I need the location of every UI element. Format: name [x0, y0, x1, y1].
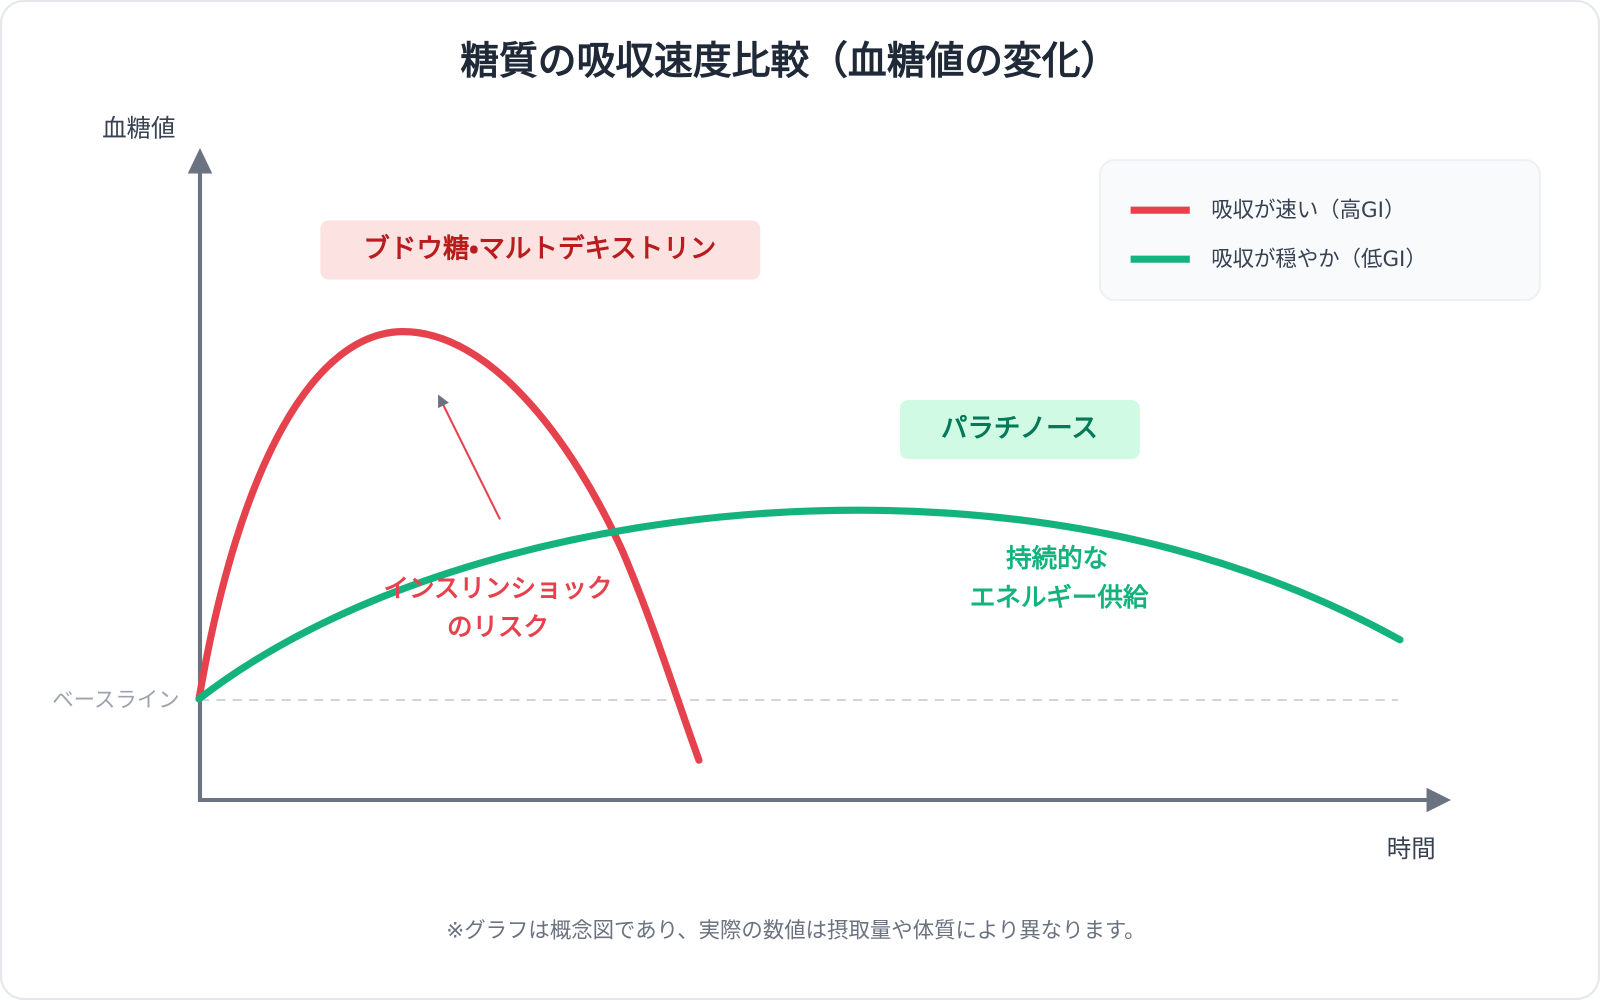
- y-axis-arrow: [187, 147, 213, 174]
- fast-label-box: [320, 220, 761, 280]
- slow-curve: [195, 506, 1404, 703]
- fast-curve: [195, 328, 703, 764]
- slow-label-box: [900, 400, 1140, 460]
- slow-annotation: 持続的な: [1006, 544, 1108, 574]
- x-axis-label: 時間: [1387, 834, 1436, 863]
- slow-annotation: エネルギー供給: [970, 583, 1149, 613]
- legend-items: 吸収が速い（高GI） 吸収が穏やか（低GI）: [1130, 198, 1427, 272]
- slow-label: パラチノース: [941, 413, 1098, 444]
- baseline-label: ベースライン: [52, 688, 179, 713]
- x-axis-arrow: [1426, 787, 1452, 813]
- title: 糖質の吸収速度比較（血糖値の変化）: [460, 39, 1119, 84]
- legend-label: 吸収が速い（高GI）: [1211, 198, 1405, 223]
- legend: [1098, 159, 1541, 302]
- legend-label: 吸収が穏やか（低GI）: [1211, 247, 1427, 272]
- fast-annotation: インスリンショック: [383, 574, 612, 604]
- y-axis-label: 血糖値: [102, 114, 175, 143]
- footnote: ※グラフは概念図であり、実際の数値は摂取量や体質により異なります。: [446, 919, 1145, 944]
- fast-annotation: のリスク: [447, 613, 549, 643]
- annotation-arrow: [438, 394, 501, 520]
- fast-label: ブドウ糖・マルトデキストリン: [363, 234, 716, 265]
